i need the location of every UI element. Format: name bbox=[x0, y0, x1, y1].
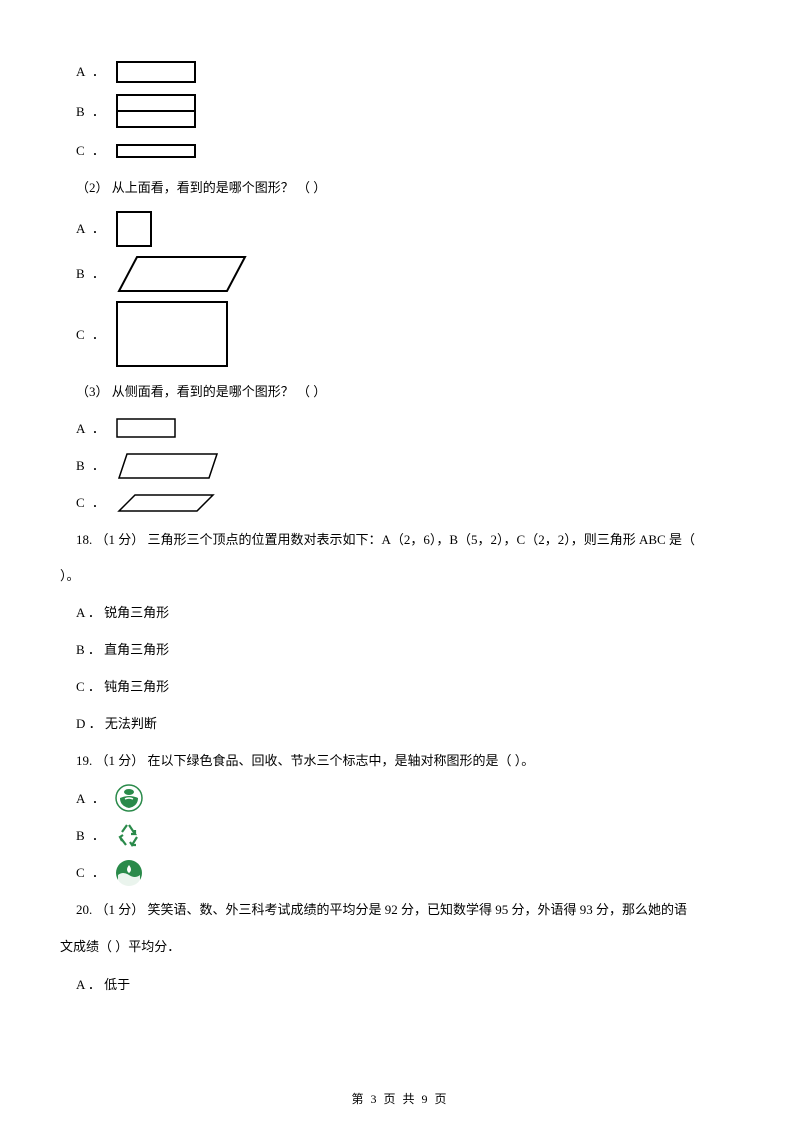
q18-option-a[interactable]: A ． 锐角三角形 bbox=[76, 597, 740, 628]
q3-option-c[interactable]: C ． bbox=[76, 487, 740, 518]
option-label: B ． bbox=[76, 96, 107, 127]
water-save-icon bbox=[115, 859, 143, 887]
rect-small-icon bbox=[115, 417, 177, 439]
q18-option-c[interactable]: C ． 钝角三角形 bbox=[76, 671, 740, 702]
option-label: C ． bbox=[76, 487, 107, 518]
parallelogram-c-icon bbox=[115, 492, 217, 514]
q1-option-a[interactable]: A ． bbox=[76, 56, 740, 87]
q1-option-c[interactable]: C ． bbox=[76, 135, 740, 166]
option-label: B ． bbox=[76, 258, 107, 289]
question-20-line1: 20. （1 分） 笑笑语、数、外三科考试成绩的平均分是 92 分，已知数学得 … bbox=[76, 894, 740, 925]
option-label: C ． bbox=[76, 135, 107, 166]
q2-option-a[interactable]: A ． bbox=[76, 210, 740, 248]
question-2: （2） 从上面看，看到的是哪个图形？ （ ） bbox=[76, 172, 740, 203]
q20-option-a[interactable]: A ． 低于 bbox=[76, 969, 740, 1000]
rect-wide-icon bbox=[115, 60, 197, 84]
q19-option-b[interactable]: B ． bbox=[76, 820, 740, 851]
q18-text-prefix: 18. （1 分） 三角形三个顶点的位置用数对表示如下：A（2，6），B（5，2… bbox=[76, 532, 695, 547]
option-label: A ． bbox=[76, 413, 107, 444]
rect-split-icon bbox=[115, 93, 197, 129]
option-label: C ． bbox=[76, 319, 107, 350]
option-label: C ． bbox=[76, 857, 107, 888]
q2-option-b[interactable]: B ． bbox=[76, 254, 740, 294]
option-label: A ． bbox=[76, 213, 107, 244]
question-20-line2: 文成绩（ ）平均分． bbox=[60, 931, 740, 962]
option-label: B ． bbox=[76, 450, 107, 481]
q18-option-b[interactable]: B ． 直角三角形 bbox=[76, 634, 740, 665]
rect-large-icon bbox=[115, 300, 231, 370]
question-18: 18. （1 分） 三角形三个顶点的位置用数对表示如下：A（2，6），B（5，2… bbox=[76, 524, 740, 555]
parallelogram-b-icon bbox=[115, 451, 221, 481]
q1-option-b[interactable]: B ． bbox=[76, 93, 740, 129]
rect-thin-icon bbox=[115, 143, 197, 159]
option-label: A ． bbox=[76, 56, 107, 87]
option-label: A ． bbox=[76, 783, 107, 814]
q19-option-c[interactable]: C ． bbox=[76, 857, 740, 888]
option-label: B ． bbox=[76, 820, 107, 851]
q18-option-d[interactable]: D ． 无法判断 bbox=[76, 708, 740, 739]
q3-option-b[interactable]: B ． bbox=[76, 450, 740, 481]
square-icon bbox=[115, 210, 153, 248]
green-food-icon bbox=[115, 784, 143, 812]
page-footer: 第 3 页 共 9 页 bbox=[0, 1085, 800, 1114]
q2-option-c[interactable]: C ． bbox=[76, 300, 740, 370]
question-19: 19. （1 分） 在以下绿色食品、回收、节水三个标志中，是轴对称图形的是（ ）… bbox=[76, 745, 740, 776]
parallelogram-icon bbox=[115, 254, 249, 294]
q3-option-a[interactable]: A ． bbox=[76, 413, 740, 444]
question-3: （3） 从侧面看，看到的是哪个图形？ （ ） bbox=[76, 376, 740, 407]
q19-option-a[interactable]: A ． bbox=[76, 783, 740, 814]
q18-text-suffix: ）。 bbox=[60, 560, 740, 591]
recycle-icon bbox=[115, 821, 143, 849]
